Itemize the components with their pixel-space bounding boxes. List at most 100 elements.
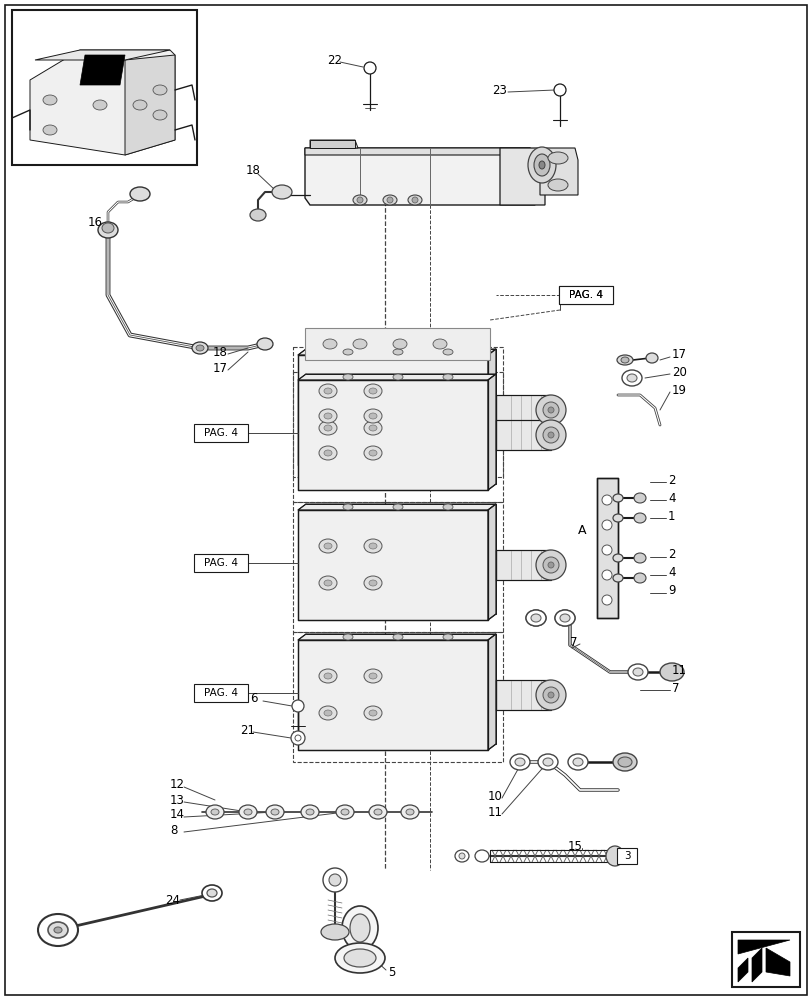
- FancyBboxPatch shape: [194, 684, 247, 702]
- Ellipse shape: [48, 922, 68, 938]
- Ellipse shape: [350, 914, 370, 942]
- Text: 7: 7: [569, 636, 577, 648]
- Ellipse shape: [323, 868, 346, 892]
- Ellipse shape: [543, 687, 558, 703]
- Ellipse shape: [130, 187, 150, 201]
- Polygon shape: [751, 948, 761, 982]
- Ellipse shape: [368, 673, 376, 679]
- Ellipse shape: [342, 374, 353, 380]
- Ellipse shape: [319, 669, 337, 683]
- Ellipse shape: [458, 853, 465, 859]
- Ellipse shape: [93, 100, 107, 110]
- Polygon shape: [496, 420, 551, 450]
- Ellipse shape: [324, 425, 332, 431]
- Ellipse shape: [626, 374, 636, 382]
- Polygon shape: [487, 634, 496, 750]
- Text: 16: 16: [88, 216, 103, 229]
- Text: 14: 14: [169, 808, 185, 822]
- Bar: [731, 932, 799, 987]
- Ellipse shape: [152, 85, 167, 95]
- Ellipse shape: [152, 110, 167, 120]
- Ellipse shape: [43, 95, 57, 105]
- Text: PAG. 4: PAG. 4: [569, 290, 603, 300]
- Ellipse shape: [601, 595, 611, 605]
- Ellipse shape: [336, 805, 354, 819]
- Polygon shape: [496, 395, 551, 425]
- Ellipse shape: [383, 195, 397, 205]
- Text: 11: 11: [672, 664, 686, 676]
- Text: PAG. 4: PAG. 4: [204, 558, 238, 568]
- Polygon shape: [298, 504, 496, 510]
- Text: 20: 20: [672, 365, 686, 378]
- Ellipse shape: [54, 927, 62, 933]
- Polygon shape: [80, 55, 125, 85]
- Ellipse shape: [432, 339, 446, 349]
- Text: 10: 10: [487, 790, 502, 802]
- Text: 2: 2: [667, 548, 675, 562]
- Ellipse shape: [543, 427, 558, 443]
- Ellipse shape: [547, 562, 553, 568]
- Ellipse shape: [98, 222, 118, 238]
- Text: 22: 22: [327, 53, 341, 66]
- Ellipse shape: [547, 432, 553, 438]
- Ellipse shape: [407, 195, 422, 205]
- Text: 18: 18: [212, 346, 228, 359]
- FancyBboxPatch shape: [558, 286, 612, 304]
- Text: 17: 17: [212, 361, 228, 374]
- Polygon shape: [310, 140, 354, 148]
- Polygon shape: [298, 355, 487, 465]
- Polygon shape: [298, 510, 487, 620]
- Ellipse shape: [324, 543, 332, 549]
- Polygon shape: [305, 148, 534, 155]
- Ellipse shape: [206, 805, 224, 819]
- Ellipse shape: [368, 388, 376, 394]
- Ellipse shape: [393, 504, 402, 510]
- Ellipse shape: [292, 700, 303, 712]
- Ellipse shape: [319, 539, 337, 553]
- Ellipse shape: [526, 610, 545, 626]
- Ellipse shape: [535, 680, 565, 710]
- Ellipse shape: [374, 809, 381, 815]
- Ellipse shape: [443, 504, 453, 510]
- Text: 8: 8: [169, 824, 177, 836]
- FancyBboxPatch shape: [194, 554, 247, 572]
- Ellipse shape: [368, 425, 376, 431]
- Ellipse shape: [368, 805, 387, 819]
- Ellipse shape: [538, 754, 557, 770]
- Ellipse shape: [368, 580, 376, 586]
- Ellipse shape: [547, 179, 568, 191]
- Ellipse shape: [363, 706, 381, 720]
- Ellipse shape: [526, 610, 545, 626]
- Ellipse shape: [443, 634, 453, 640]
- Ellipse shape: [335, 943, 384, 973]
- Polygon shape: [765, 948, 789, 976]
- Ellipse shape: [573, 758, 582, 766]
- Polygon shape: [125, 55, 175, 155]
- Ellipse shape: [633, 493, 646, 503]
- Ellipse shape: [554, 610, 574, 626]
- Ellipse shape: [527, 147, 556, 183]
- Polygon shape: [496, 550, 551, 580]
- Ellipse shape: [633, 513, 646, 523]
- Ellipse shape: [357, 197, 363, 203]
- Ellipse shape: [363, 409, 381, 423]
- Text: 19: 19: [672, 383, 686, 396]
- Ellipse shape: [560, 614, 569, 622]
- Ellipse shape: [514, 758, 525, 766]
- Ellipse shape: [133, 100, 147, 110]
- Text: 4: 4: [667, 566, 675, 580]
- Polygon shape: [310, 140, 358, 148]
- Ellipse shape: [342, 504, 353, 510]
- Text: PAG. 4: PAG. 4: [204, 428, 238, 438]
- Ellipse shape: [191, 342, 208, 354]
- Bar: [12, 10, 197, 165]
- Ellipse shape: [393, 634, 402, 640]
- Ellipse shape: [620, 357, 629, 363]
- Bar: [293, 632, 502, 762]
- Ellipse shape: [319, 421, 337, 435]
- Text: PAG. 4: PAG. 4: [204, 688, 238, 698]
- Ellipse shape: [543, 557, 558, 573]
- Ellipse shape: [535, 420, 565, 450]
- Ellipse shape: [368, 450, 376, 456]
- Ellipse shape: [454, 850, 469, 862]
